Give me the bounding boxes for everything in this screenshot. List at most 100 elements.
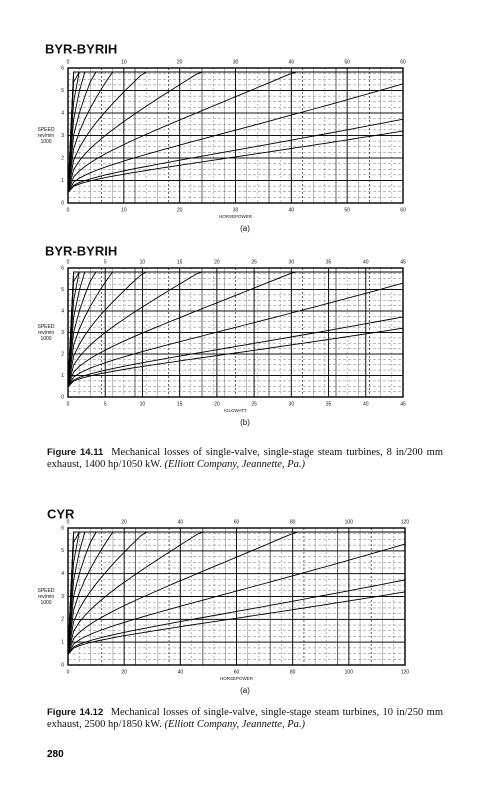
x-tick-label: 40 [178,519,184,525]
x-tick-label: 20 [121,669,127,675]
caption-source: (Elliott Company, Jeannette, Pa.) [164,719,306,730]
x-tick-label: 15 [177,401,183,407]
y-tick-label: 6 [61,265,64,271]
x-tick-label: 50 [344,207,350,213]
x-axis-label: HORSEPOWER [220,676,254,681]
x-tick-label: 80 [290,669,296,675]
y-tick-label: 6 [61,65,64,71]
x-tick-label: 10 [121,59,127,65]
x-tick-label: 40 [363,259,369,265]
x-tick-label: 30 [233,59,239,65]
x-tick-label: 80 [290,519,296,525]
x-tick-label: 60 [234,519,240,525]
y-tick-label: 3 [61,330,64,336]
plot-frame [67,267,404,398]
y-axis-label: 1000 [40,336,51,342]
caption-text: Mechanical losses of single-valve, singl… [47,447,444,470]
y-tick-label: 0 [61,394,64,400]
y-axis-label: 1000 [40,139,51,145]
x-tick-label: 0 [67,669,70,675]
caption-label: Figure 14.11 [47,447,104,458]
panel-label: (a) [240,224,250,233]
x-tick-label: 15 [177,259,183,265]
x-tick-label: 30 [233,207,239,213]
caption-label: Figure 14.12 [47,707,104,718]
x-tick-label: 60 [400,207,406,213]
x-tick-label: 20 [214,401,220,407]
x-tick-label: 30 [289,259,295,265]
y-tick-label: 0 [61,200,64,206]
y-axis-label: rev/min [38,594,55,600]
curve [67,83,404,193]
chart-title: BYR-BYRIH [45,243,117,258]
caption: Figure 14.12 Mechanical losses of single… [47,707,443,731]
y-axis-label: 1000 [40,600,51,606]
caption-text: Mechanical losses of single-valve, singl… [47,707,444,730]
x-tick-label: 0 [67,259,70,265]
y-axis-label: rev/min [38,133,55,139]
x-tick-label: 5 [104,259,107,265]
caption: Figure 14.11 Mechanical losses of single… [47,447,443,471]
curve [67,130,404,193]
curve [67,118,404,193]
curve [67,579,406,655]
y-tick-label: 6 [61,525,64,531]
x-tick-label: 20 [214,259,220,265]
y-axis-label: SPEED [38,127,55,133]
y-tick-label: 5 [61,88,64,94]
x-tick-label: 100 [345,519,354,525]
x-tick-label: 50 [344,59,350,65]
x-tick-label: 25 [251,401,257,407]
y-tick-label: 0 [61,662,64,668]
x-tick-label: 45 [400,401,406,407]
x-tick-label: 25 [251,259,257,265]
x-tick-label: 60 [234,669,240,675]
y-axis-label: SPEED [38,324,55,330]
y-tick-label: 5 [61,548,64,554]
x-axis-label: HORSEPOWER [219,214,253,219]
plot-frame [67,67,404,204]
curve [67,271,403,388]
y-tick-label: 2 [61,351,64,357]
y-tick-label: 4 [61,571,64,577]
curve [67,327,404,388]
panel-label: (b) [240,418,250,427]
y-tick-label: 4 [61,110,64,116]
y-axis-label: rev/min [38,330,55,336]
curve [67,543,406,655]
x-tick-label: 40 [289,59,295,65]
chart-title: BYR-BYRIH [45,41,117,56]
curve [67,531,405,655]
x-tick-label: 100 [345,669,354,675]
x-tick-label: 35 [326,259,332,265]
y-axis-label: SPEED [38,588,55,594]
x-tick-label: 0 [67,519,70,525]
curve [67,71,403,193]
y-tick-label: 3 [61,594,64,600]
x-tick-label: 40 [178,669,184,675]
x-tick-label: 30 [289,401,295,407]
x-tick-label: 20 [177,207,183,213]
x-tick-label: 10 [121,207,127,213]
x-tick-label: 0 [67,59,70,65]
y-tick-label: 2 [61,155,64,161]
page-number: 280 [47,749,64,760]
x-tick-label: 20 [121,519,127,525]
y-tick-label: 1 [61,639,64,645]
x-tick-label: 10 [140,401,146,407]
y-tick-label: 2 [61,617,64,623]
curve [67,316,404,388]
y-tick-label: 3 [61,133,64,139]
y-tick-label: 5 [61,287,64,293]
x-tick-label: 120 [401,519,410,525]
chart-title: CYR [47,506,75,521]
x-tick-label: 10 [140,259,146,265]
x-tick-label: 35 [326,401,332,407]
x-tick-label: 60 [400,59,406,65]
curve [67,591,406,655]
x-tick-label: 40 [289,207,295,213]
x-tick-label: 20 [177,59,183,65]
y-tick-label: 1 [61,373,64,379]
